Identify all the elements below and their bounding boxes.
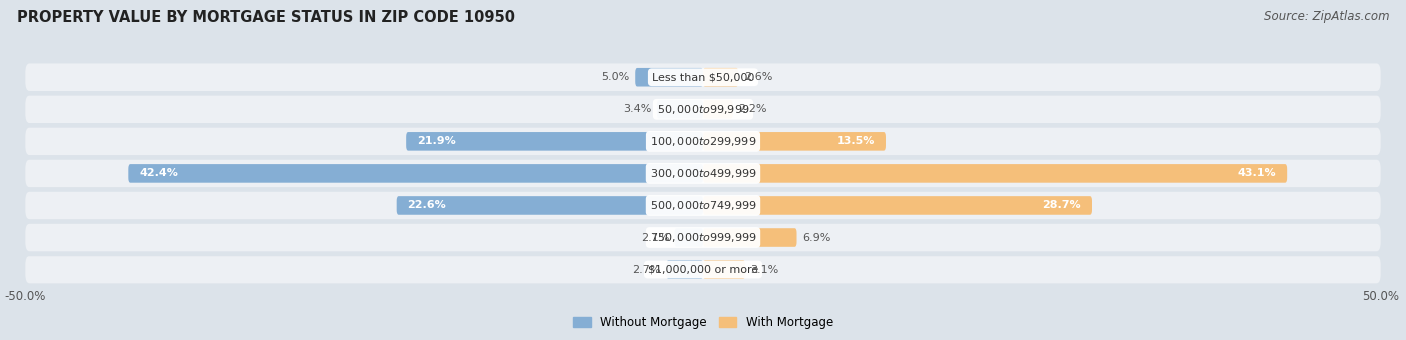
Text: PROPERTY VALUE BY MORTGAGE STATUS IN ZIP CODE 10950: PROPERTY VALUE BY MORTGAGE STATUS IN ZIP… xyxy=(17,10,515,25)
FancyBboxPatch shape xyxy=(703,132,886,151)
Text: $300,000 to $499,999: $300,000 to $499,999 xyxy=(650,167,756,180)
Text: 3.1%: 3.1% xyxy=(751,265,779,275)
FancyBboxPatch shape xyxy=(128,164,703,183)
FancyBboxPatch shape xyxy=(703,164,1286,183)
Text: $50,000 to $99,999: $50,000 to $99,999 xyxy=(657,103,749,116)
FancyBboxPatch shape xyxy=(25,224,1381,251)
Text: 43.1%: 43.1% xyxy=(1237,168,1277,179)
Text: $750,000 to $999,999: $750,000 to $999,999 xyxy=(650,231,756,244)
Text: 5.0%: 5.0% xyxy=(602,72,630,82)
FancyBboxPatch shape xyxy=(703,260,745,279)
Text: 21.9%: 21.9% xyxy=(418,136,456,146)
FancyBboxPatch shape xyxy=(25,96,1381,123)
FancyBboxPatch shape xyxy=(703,228,797,247)
Text: 2.1%: 2.1% xyxy=(641,233,669,242)
FancyBboxPatch shape xyxy=(406,132,703,151)
FancyBboxPatch shape xyxy=(396,196,703,215)
Text: 2.2%: 2.2% xyxy=(738,104,766,114)
FancyBboxPatch shape xyxy=(703,100,733,119)
FancyBboxPatch shape xyxy=(25,192,1381,219)
FancyBboxPatch shape xyxy=(25,256,1381,283)
Text: 2.6%: 2.6% xyxy=(744,72,772,82)
FancyBboxPatch shape xyxy=(703,68,738,86)
Text: 3.4%: 3.4% xyxy=(623,104,651,114)
FancyBboxPatch shape xyxy=(25,64,1381,91)
Text: 6.9%: 6.9% xyxy=(801,233,831,242)
FancyBboxPatch shape xyxy=(25,159,1381,187)
Text: Source: ZipAtlas.com: Source: ZipAtlas.com xyxy=(1264,10,1389,23)
Text: Less than $50,000: Less than $50,000 xyxy=(652,72,754,82)
FancyBboxPatch shape xyxy=(666,260,703,279)
FancyBboxPatch shape xyxy=(675,228,703,247)
FancyBboxPatch shape xyxy=(703,196,1092,215)
Text: 28.7%: 28.7% xyxy=(1042,201,1081,210)
Text: 2.7%: 2.7% xyxy=(633,265,661,275)
Text: $100,000 to $299,999: $100,000 to $299,999 xyxy=(650,135,756,148)
Text: 42.4%: 42.4% xyxy=(139,168,179,179)
Text: $500,000 to $749,999: $500,000 to $749,999 xyxy=(650,199,756,212)
Legend: Without Mortgage, With Mortgage: Without Mortgage, With Mortgage xyxy=(574,316,832,329)
Text: 13.5%: 13.5% xyxy=(837,136,875,146)
FancyBboxPatch shape xyxy=(657,100,703,119)
FancyBboxPatch shape xyxy=(25,128,1381,155)
FancyBboxPatch shape xyxy=(636,68,703,86)
Text: 22.6%: 22.6% xyxy=(408,201,446,210)
Text: $1,000,000 or more: $1,000,000 or more xyxy=(648,265,758,275)
